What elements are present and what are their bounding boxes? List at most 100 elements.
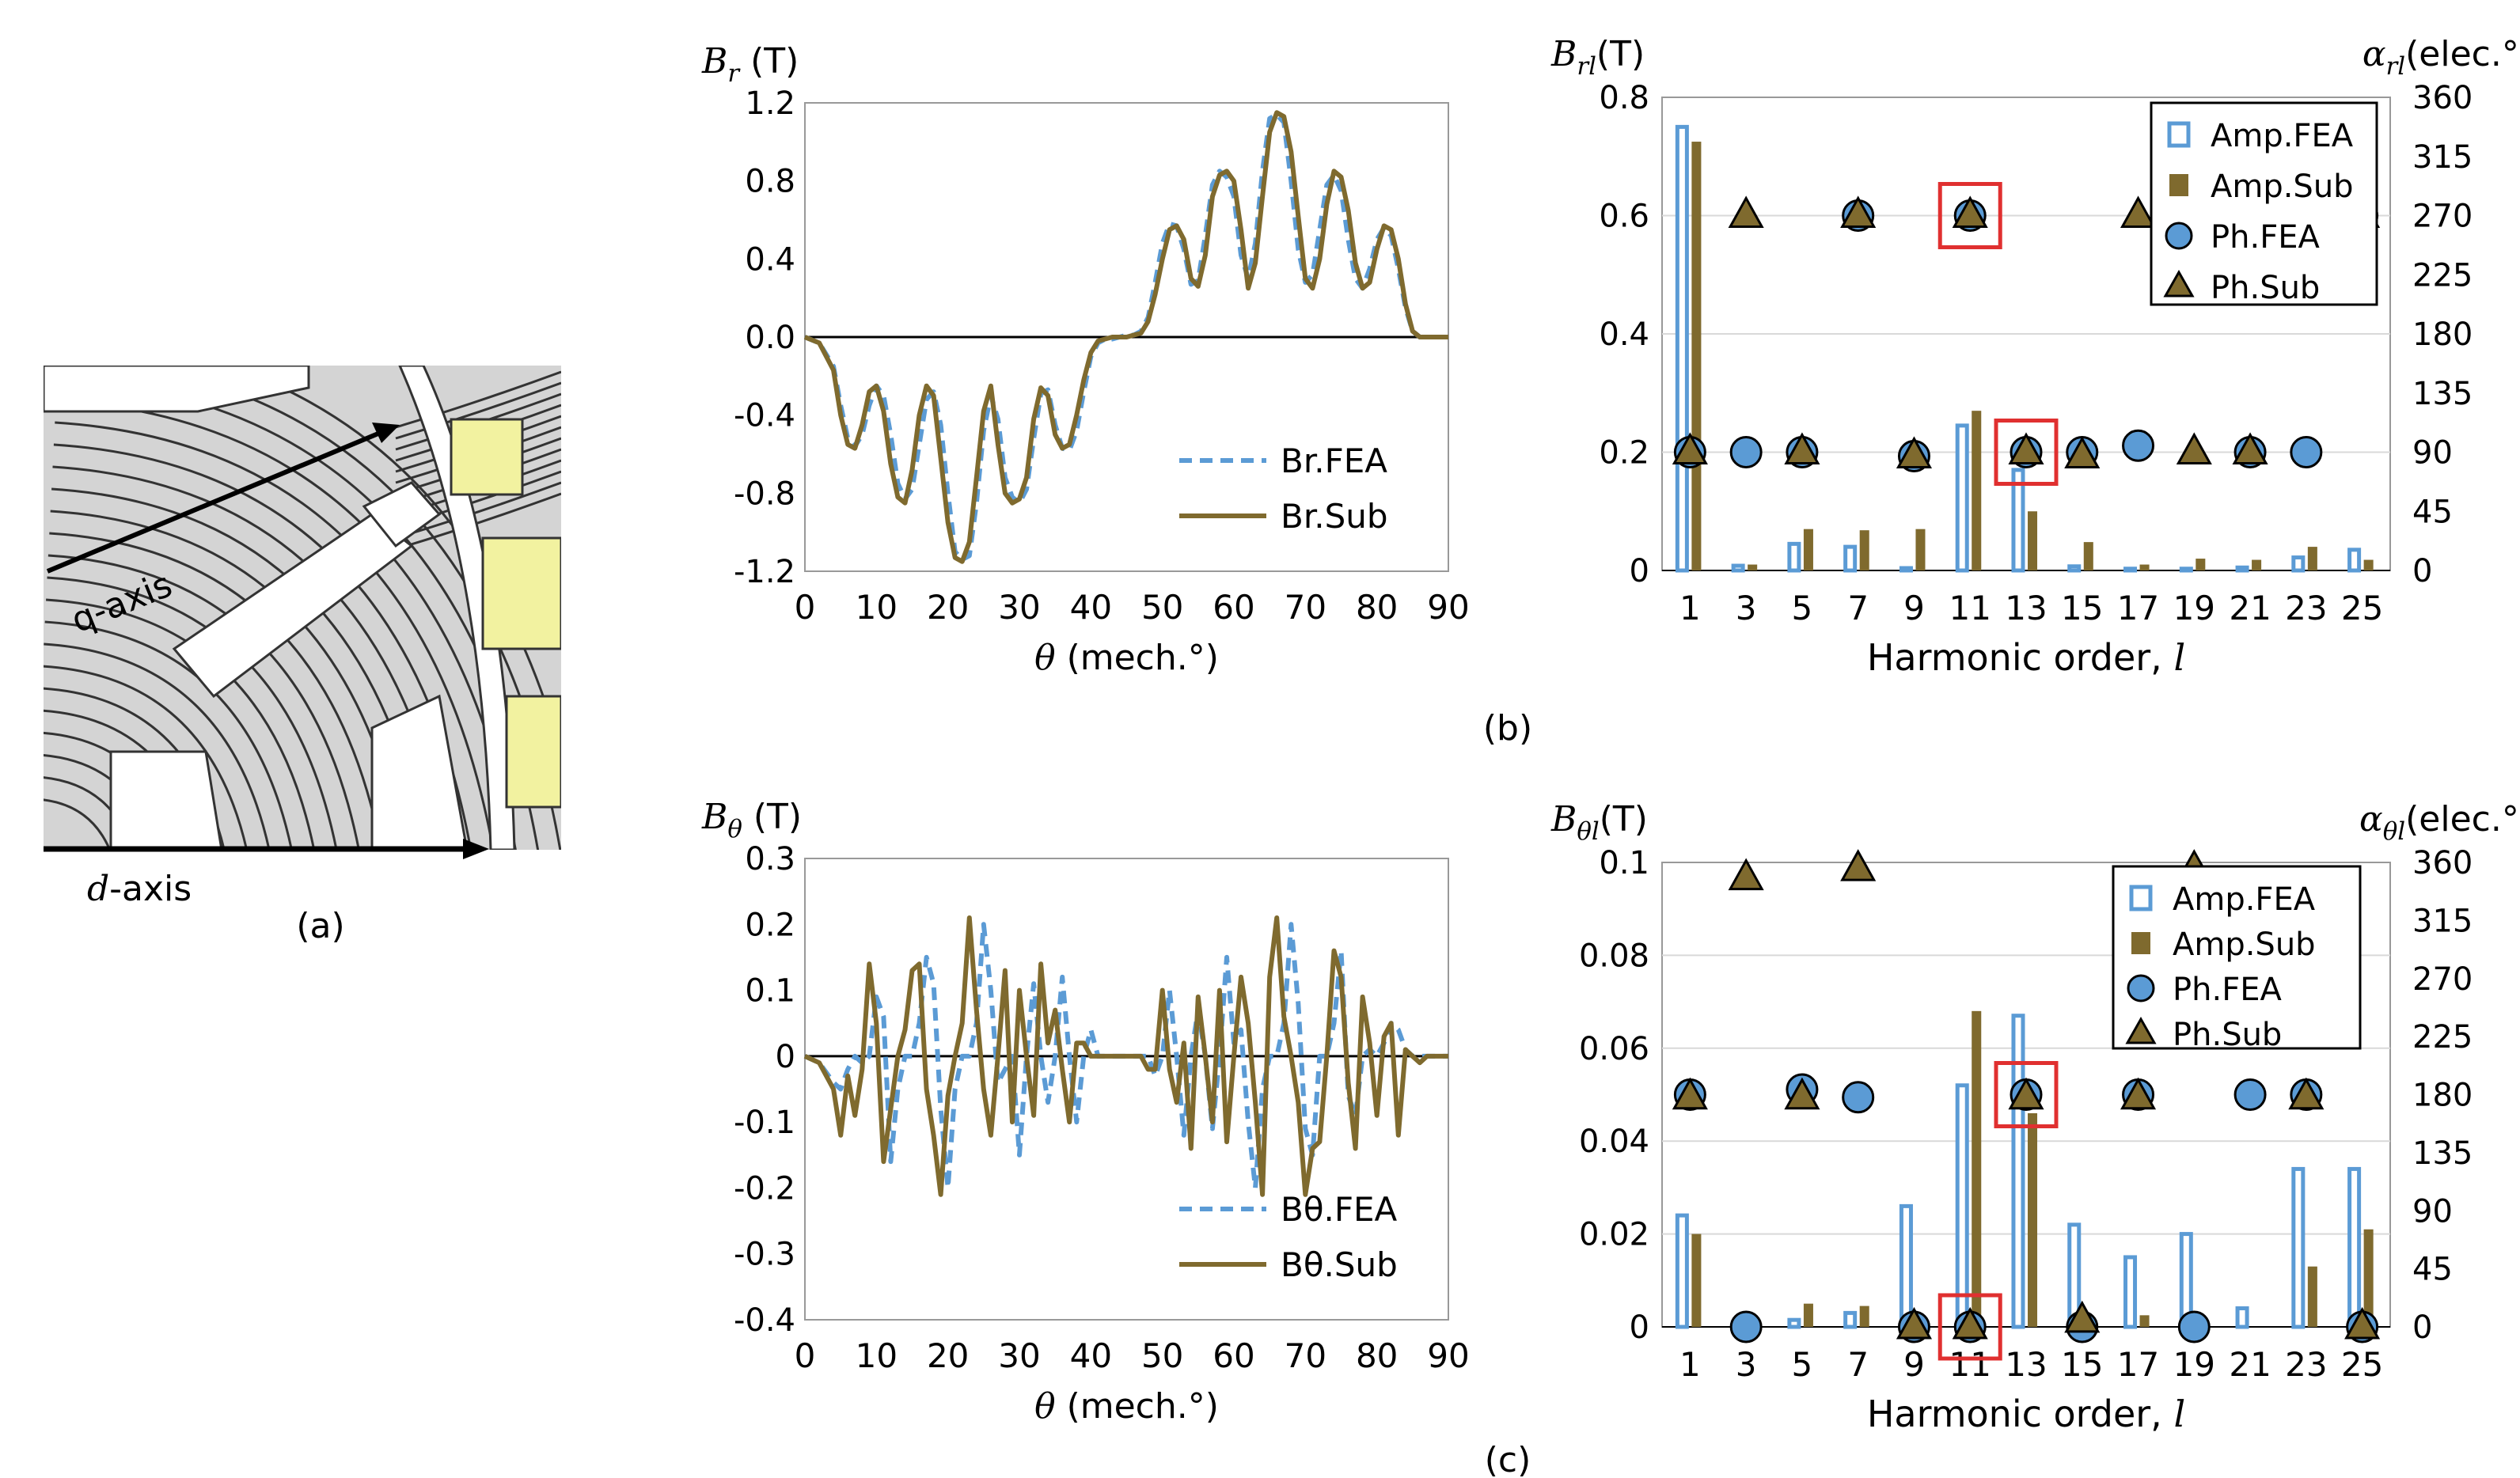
rotor-openings — [44, 366, 469, 850]
marker-ph-sub — [2344, 1306, 2381, 1340]
plot-area — [804, 858, 1449, 1321]
bar-amp-fea — [2067, 564, 2082, 573]
y-tick-label: 0.8 — [1599, 80, 1649, 116]
bar-amp-fea — [2235, 565, 2249, 573]
x-tick-label: 50 — [1141, 1336, 1183, 1375]
y2-tick-label: 225 — [2412, 1019, 2473, 1055]
marker-ph-sub — [1728, 195, 1764, 228]
x-tick-label: 7 — [1847, 589, 1869, 627]
bar-amp-fea — [1675, 1213, 1689, 1329]
bar-amp-fea — [1955, 423, 1969, 573]
x-tick-label: 1 — [1679, 1345, 1701, 1384]
y-tick-label: 0 — [1630, 553, 1649, 589]
y2-tick-label: 180 — [2412, 316, 2473, 353]
y-tick-label: -0.4 — [734, 1302, 795, 1339]
y-axis-title: Bθl(T) — [1550, 799, 1648, 846]
y-tick-label: -0.8 — [734, 476, 795, 512]
bar-amp-sub — [1972, 411, 1982, 570]
x-tick-label: 23 — [2285, 1345, 2327, 1384]
series-line-sub — [803, 110, 1448, 564]
bar-amp-fea — [1955, 1083, 1969, 1329]
x-tick-label: 7 — [1847, 1345, 1869, 1384]
x-tick-label: 50 — [1141, 588, 1183, 627]
y-tick-label: 0.4 — [745, 241, 795, 278]
legend-label: Br.FEA — [1281, 442, 1387, 480]
x-tick-label: 30 — [998, 588, 1040, 627]
bar-amp-fea — [2011, 468, 2025, 573]
y2-tick-label: 270 — [2412, 199, 2473, 235]
y-tick-label: -1.2 — [734, 554, 795, 590]
marker-ph-sub — [2120, 1077, 2157, 1110]
marker-ph-sub — [1728, 858, 1764, 891]
x-tick-label: 23 — [2285, 589, 2327, 627]
x-tick-label: 17 — [2117, 1345, 2159, 1384]
x-tick-label: 0 — [795, 588, 816, 627]
bar-amp-fea — [1675, 124, 1689, 573]
x-tick-label: 1 — [1679, 589, 1701, 627]
y-tick-label: 0.0 — [745, 320, 795, 356]
y2-axis-title: αθl(elec.°) — [2359, 799, 2520, 846]
y-tick-label: -0.4 — [734, 398, 795, 434]
bar-amp-sub — [1691, 142, 1702, 570]
legend-label: Amp.FEA — [2173, 881, 2316, 918]
legend-swatch-amp-fea — [2129, 885, 2153, 911]
bar-amp-fea — [1731, 563, 1745, 573]
chart-btheta-waveform: 0.30.20.10-0.1-0.2-0.3-0.40 10 20 30 40 50 60 7… — [701, 797, 1470, 1427]
x-tick-label: 25 — [2341, 1345, 2383, 1384]
bar-amp-sub — [2083, 542, 2093, 570]
marker-ph-sub — [2120, 195, 2157, 228]
marker-ph-fea — [2290, 436, 2323, 468]
y-tick-label: 0.4 — [1599, 316, 1649, 353]
x-tick-label: 5 — [1792, 589, 1813, 627]
legend-label: Amp.FEA — [2211, 118, 2354, 154]
bar-amp-sub — [2307, 1266, 2317, 1327]
x-tick-label: 80 — [1356, 588, 1398, 627]
panel-label-b: (b) — [1483, 708, 1532, 748]
marker-ph-fea — [1842, 1081, 1875, 1114]
y-tick-label: 0 — [776, 1039, 795, 1075]
bar-amp-fea — [1843, 544, 1858, 573]
legend-label: Br.Sub — [1281, 497, 1388, 536]
marker-ph-sub — [2064, 1300, 2101, 1333]
x-tick-label: 5 — [1792, 1345, 1813, 1384]
y2-tick-label: 135 — [2412, 1135, 2473, 1172]
x-tick-label: 80 — [1356, 1336, 1398, 1375]
y2-tick-label: 315 — [2412, 903, 2473, 939]
x-tick-label: 15 — [2061, 1345, 2103, 1384]
bar-amp-sub — [1859, 530, 1869, 570]
marker-ph-sub — [2064, 436, 2101, 468]
bar-amp-sub — [1803, 529, 1813, 570]
d-axis-arrowhead — [463, 839, 489, 859]
y-tick-label: 0.3 — [745, 841, 795, 877]
y2-tick-label: 0 — [2412, 1309, 2432, 1346]
bar-amp-fea — [2291, 1166, 2306, 1329]
x-tick-label: 10 — [856, 588, 898, 627]
y-tick-label: 0.06 — [1579, 1031, 1649, 1067]
x-tick-label: 40 — [1070, 1336, 1112, 1375]
bar-amp-sub — [1972, 1010, 1982, 1327]
y-tick-label: 0 — [1630, 1309, 1649, 1346]
flux-line — [44, 776, 135, 850]
x-tick-label: 11 — [1949, 1345, 1991, 1384]
bar-amp-sub — [2363, 1229, 2374, 1327]
motor-cross-section-diagram — [44, 366, 561, 850]
panel-label-a: (a) — [296, 906, 344, 946]
marker-ph-sub — [2288, 1077, 2325, 1110]
legend-label: Ph.FEA — [2173, 972, 2282, 1008]
marker-ph-fea — [2122, 429, 2155, 462]
y2-tick-label: 135 — [2412, 376, 2473, 412]
marker-ph-sub — [1672, 1077, 1708, 1110]
bar-amp-sub — [1859, 1306, 1869, 1327]
flux-line — [44, 642, 271, 850]
marker-ph-sub — [1672, 432, 1708, 464]
bar-amp-sub — [2139, 564, 2150, 570]
y-tick-label: -0.2 — [734, 1170, 795, 1207]
bar-amp-sub — [1803, 1303, 1813, 1327]
y2-tick-label: 360 — [2412, 80, 2473, 116]
highlight-box — [1937, 182, 2002, 249]
flux-line — [44, 798, 112, 850]
flux-line — [44, 665, 249, 850]
x-tick-label: 13 — [2005, 589, 2047, 627]
marker-ph-fea — [1729, 436, 1763, 468]
